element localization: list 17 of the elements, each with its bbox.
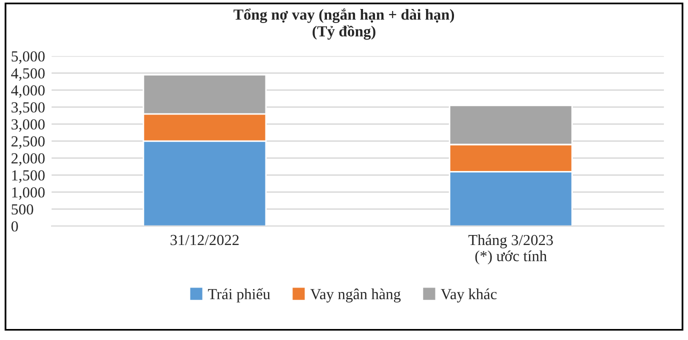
y-tick-label: 0 <box>11 221 18 232</box>
y-tick-label: 1,500 <box>12 170 45 183</box>
y-tick-label: 4,000 <box>11 85 45 98</box>
legend-label: Trái phiếu <box>208 288 270 302</box>
y-tick-label: 3,000 <box>12 119 45 132</box>
y-tick-label: 5,000 <box>12 51 45 64</box>
legend-label: Vay ngân hàng <box>310 288 401 302</box>
y-tick-label: 1,000 <box>12 187 45 200</box>
y-tick-label: 500 <box>12 204 34 215</box>
x-tick-label: 31/12/2022 <box>170 234 239 246</box>
chart-title: Tổng nợ vay (ngắn hạn + dài hạn) (Tỷ đồng) <box>234 8 454 40</box>
legend-label: Vay khác <box>440 288 497 302</box>
y-tick-label: 3,500 <box>12 102 45 115</box>
x-tick-label: Tháng 3/2023 (*) ước tính <box>468 234 553 264</box>
y-tick-label: 4,500 <box>11 68 45 81</box>
y-tick-label: 2,500 <box>12 136 45 149</box>
y-tick-label: 2,000 <box>12 153 45 166</box>
